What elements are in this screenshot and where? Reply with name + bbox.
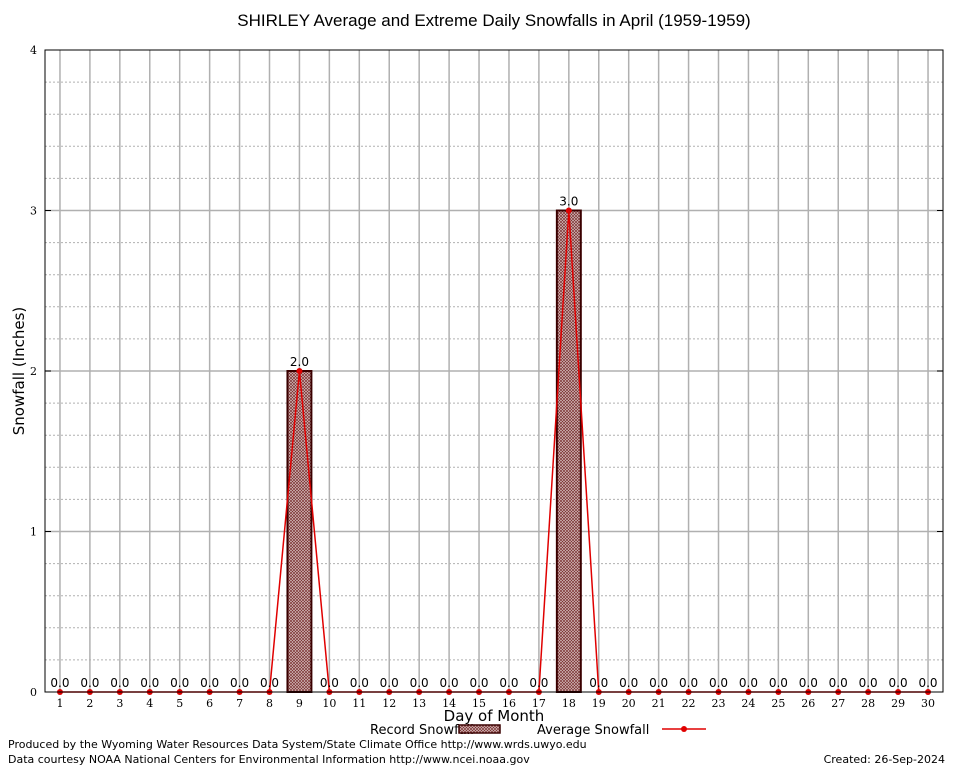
y-tick-label: 3 (30, 205, 37, 218)
x-tick-label: 25 (771, 697, 785, 710)
x-tick-label: 22 (682, 697, 696, 710)
x-tick-label: 30 (921, 697, 935, 710)
footer-created: Created: 26-Sep-2024 (824, 753, 945, 766)
x-tick-label: 2 (86, 697, 93, 710)
legend: Record Snowfall Average Snowfall (370, 723, 706, 738)
data-label: 0.0 (619, 676, 638, 690)
point-average-snowfall (296, 368, 303, 374)
grid (45, 50, 943, 692)
x-axis: 1 2 3 4 5 6 7 8 9 10 11 12 13 14 15 16 17 18 19 20 21 22 23 24 2… (56, 697, 935, 710)
x-tick-label: 18 (562, 697, 576, 710)
data-label: 0.0 (649, 676, 668, 690)
data-label: 0.0 (200, 676, 219, 690)
y-axis-label: Snowfall (Inches) (10, 307, 28, 435)
bar-record-snowfall (555, 209, 582, 693)
data-label: 0.0 (260, 676, 279, 690)
data-label: 0.0 (529, 676, 548, 690)
line-average-snowfall (59, 210, 929, 693)
data-label: 0.0 (350, 676, 369, 690)
x-tick-label: 14 (442, 697, 456, 710)
legend-average-label: Average Snowfall (537, 723, 649, 738)
x-tick-label: 15 (472, 697, 486, 710)
legend-record-label: Record Snowfall (370, 723, 474, 738)
footer-produced-by: Produced by the Wyoming Water Resources … (8, 738, 587, 751)
footer-data-courtesy: Data courtesy NOAA National Centers for … (8, 753, 530, 766)
data-label: 0.0 (709, 676, 728, 690)
x-tick-label: 5 (176, 697, 183, 710)
y-axis: 0 1 2 3 4 (30, 44, 943, 699)
y-tick-label: 0 (30, 686, 37, 699)
x-tick-label: 1 (56, 697, 63, 710)
data-label: 0.0 (589, 676, 608, 690)
bar-record-snowfall (286, 370, 313, 693)
x-tick-label: 13 (412, 697, 426, 710)
data-label: 0.0 (440, 676, 459, 690)
x-tick-label: 11 (352, 697, 366, 710)
data-label: 0.0 (889, 676, 908, 690)
data-label: 0.0 (110, 676, 129, 690)
data-label: 2.0 (290, 355, 309, 369)
x-tick-label: 23 (712, 697, 726, 710)
x-tick-label: 3 (116, 697, 123, 710)
x-tick-label: 4 (146, 697, 153, 710)
x-tick-label: 12 (382, 697, 396, 710)
data-label: 0.0 (679, 676, 698, 690)
data-label: 0.0 (50, 676, 69, 690)
data-label: 0.0 (80, 676, 99, 690)
x-tick-label: 24 (741, 697, 755, 710)
x-tick-label: 28 (861, 697, 875, 710)
data-label: 3.0 (559, 195, 578, 209)
point-average-snowfall (565, 207, 572, 214)
plot-area: 0.0 0.0 0.0 0.0 0.0 0.0 0.0 0.0 2.0 0.0 0.0 0.0 0.0 0… (50, 195, 938, 695)
data-label: 0.0 (380, 676, 399, 690)
x-tick-label: 20 (622, 697, 636, 710)
data-label: 0.0 (799, 676, 818, 690)
x-tick-label: 6 (206, 697, 213, 710)
data-label: 0.0 (320, 676, 339, 690)
chart-title: SHIRLEY Average and Extreme Daily Snowfa… (237, 11, 750, 30)
data-label: 0.0 (829, 676, 848, 690)
data-label: 0.0 (859, 676, 878, 690)
legend-record-swatch (458, 724, 501, 734)
x-tick-label: 10 (322, 697, 336, 710)
data-label: 0.0 (918, 676, 937, 690)
data-label: 0.0 (739, 676, 758, 690)
data-label: 0.0 (499, 676, 518, 690)
x-tick-label: 26 (801, 697, 815, 710)
x-tick-label: 21 (652, 697, 666, 710)
x-tick-label: 8 (266, 697, 273, 710)
data-label: 0.0 (230, 676, 249, 690)
x-tick-label: 29 (891, 697, 905, 710)
x-tick-label: 17 (532, 697, 546, 710)
data-label: 0.0 (140, 676, 159, 690)
data-label: 0.0 (769, 676, 788, 690)
data-label: 0.0 (410, 676, 429, 690)
legend-average-marker (681, 726, 687, 732)
data-label: 0.0 (469, 676, 488, 690)
y-tick-label: 1 (30, 526, 37, 539)
y-tick-label: 2 (30, 365, 37, 378)
x-axis-label: Day of Month (444, 707, 545, 725)
x-tick-label: 7 (236, 697, 243, 710)
data-label: 0.0 (170, 676, 189, 690)
x-tick-label: 27 (831, 697, 845, 710)
x-tick-label: 19 (592, 697, 606, 710)
x-tick-label: 16 (502, 697, 516, 710)
x-tick-label: 9 (296, 697, 303, 710)
y-tick-label: 4 (30, 44, 37, 57)
